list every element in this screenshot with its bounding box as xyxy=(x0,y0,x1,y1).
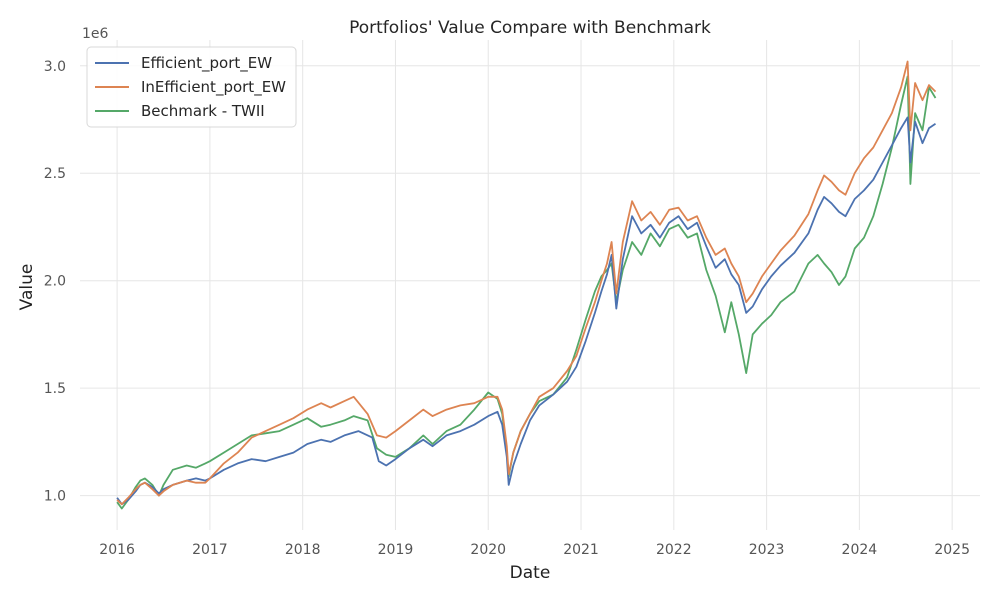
x-tick-label-2018: 2018 xyxy=(285,542,321,558)
chart-title: Portfolios' Value Compare with Benchmark xyxy=(349,18,711,38)
x-tick-label-2023: 2023 xyxy=(749,542,785,558)
series-line-benchmark xyxy=(116,75,937,510)
x-tick-label-2025: 2025 xyxy=(934,542,970,558)
legend-box xyxy=(86,46,297,128)
x-tick-label-2021: 2021 xyxy=(563,542,599,558)
x-tick-label-2016: 2016 xyxy=(99,542,135,558)
x-tick-label-2020: 2020 xyxy=(470,542,506,558)
grid xyxy=(80,40,980,530)
x-axis-label: Date xyxy=(510,563,551,583)
y-tick-label-1.0: 1.0 xyxy=(44,489,66,505)
legend-label-efficient: Efficient_port_EW xyxy=(141,54,272,73)
y-offset-label: 1e6 xyxy=(82,26,109,42)
legend-label-benchmark: Bechmark - TWII xyxy=(141,102,265,120)
y-tick-label-2.0: 2.0 xyxy=(44,274,66,290)
y-tick-labels: 1.0 1.5 2.0 2.5 3.0 xyxy=(44,59,66,505)
x-tick-label-2017: 2017 xyxy=(192,542,228,558)
y-tick-label-2.5: 2.5 xyxy=(44,166,66,182)
legend-label-inefficient: InEfficient_port_EW xyxy=(141,78,286,97)
y-tick-label-1.5: 1.5 xyxy=(44,381,66,397)
series-line-inefficient xyxy=(116,60,937,506)
y-tick-label-3.0: 3.0 xyxy=(44,59,66,75)
legend: Efficient_port_EW InEfficient_port_EW Be… xyxy=(86,46,297,128)
series-lines xyxy=(116,60,937,510)
x-tick-label-2022: 2022 xyxy=(656,542,692,558)
x-tick-label-2024: 2024 xyxy=(842,542,878,558)
y-axis-label: Value xyxy=(17,264,37,311)
x-tick-label-2019: 2019 xyxy=(378,542,414,558)
x-tick-labels: 2016 2017 2018 2019 2020 2021 2022 2023 2024 2025 xyxy=(99,542,970,558)
series-line-efficient xyxy=(116,116,936,506)
